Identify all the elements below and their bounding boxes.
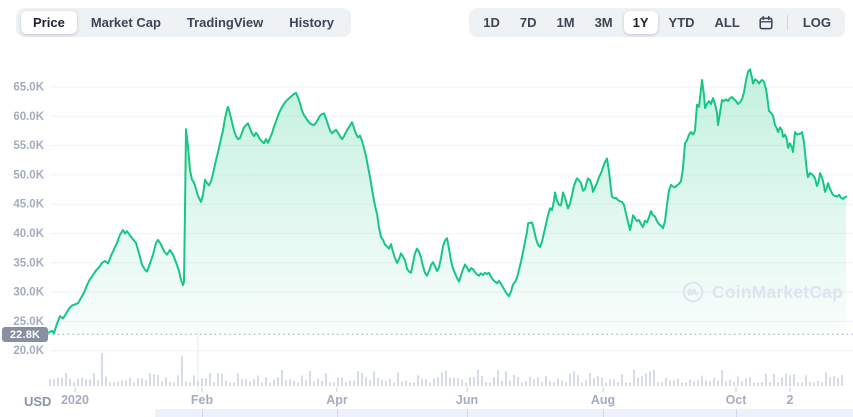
- view-tab-history[interactable]: History: [277, 11, 346, 34]
- range-button-ytd[interactable]: YTD: [660, 11, 704, 34]
- y-axis-label: 60.0K: [13, 111, 44, 123]
- price-marker-badge: 22.8K: [2, 327, 48, 342]
- log-scale-button[interactable]: LOG: [794, 11, 840, 34]
- navigator-tick: [202, 409, 203, 417]
- range-button-1m[interactable]: 1M: [548, 11, 584, 34]
- header-divider: [786, 15, 788, 30]
- y-axis-label: 25.0K: [13, 316, 44, 328]
- y-axis-label: 45.0K: [13, 199, 44, 211]
- view-tabs-group: Price Market Cap TradingView History: [16, 8, 352, 37]
- view-tab-market-cap[interactable]: Market Cap: [79, 11, 173, 34]
- x-axis-tick: [602, 387, 604, 392]
- x-axis-tick: [466, 387, 468, 392]
- navigator-tick: [736, 409, 737, 417]
- volume-bars: [49, 353, 843, 386]
- view-tab-price[interactable]: Price: [21, 11, 77, 34]
- x-axis-tick: [74, 387, 76, 392]
- navigator-tick: [603, 409, 604, 417]
- x-axis-label: Jun: [456, 393, 478, 407]
- y-axis-label: 30.0K: [13, 287, 44, 299]
- range-button-3m[interactable]: 3M: [586, 11, 622, 34]
- y-axis-label: 65.0K: [13, 82, 44, 94]
- range-button-all[interactable]: ALL: [706, 11, 749, 34]
- y-axis-label: 55.0K: [13, 140, 44, 152]
- price-line-series[interactable]: [48, 68, 847, 335]
- x-axis-label: Apr: [326, 393, 348, 407]
- x-axis-tick: [201, 387, 203, 392]
- calendar-icon[interactable]: [751, 11, 781, 35]
- range-controls-group: 1D 7D 1M 3M 1Y YTD ALL LOG: [469, 8, 845, 37]
- y-axis-label: 40.0K: [13, 228, 44, 240]
- y-axis-label: 35.0K: [13, 257, 44, 269]
- range-button-1y[interactable]: 1Y: [623, 11, 658, 34]
- chart-navigator-scrollbar[interactable]: [155, 409, 853, 417]
- x-axis-label: Oct: [726, 393, 748, 407]
- x-axis-tick: [735, 387, 737, 392]
- x-axis-label: Aug: [591, 393, 615, 407]
- x-axis-label: 2: [787, 393, 794, 407]
- x-axis-label: 2020: [61, 393, 89, 407]
- range-button-1d[interactable]: 1D: [474, 11, 509, 34]
- currency-axis-label: USD: [24, 394, 52, 409]
- x-axis-tick: [336, 387, 338, 392]
- navigator-tick: [337, 409, 338, 417]
- navigator-tick: [467, 409, 468, 417]
- y-axis-label: 20.0K: [13, 345, 44, 357]
- y-axis-label: 50.0K: [13, 169, 44, 181]
- x-axis-label: Feb: [191, 393, 214, 407]
- range-button-7d[interactable]: 7D: [511, 11, 546, 34]
- price-area-fill: [49, 69, 846, 336]
- view-tab-tradingview[interactable]: TradingView: [175, 11, 275, 34]
- x-axis-tick: [789, 387, 791, 392]
